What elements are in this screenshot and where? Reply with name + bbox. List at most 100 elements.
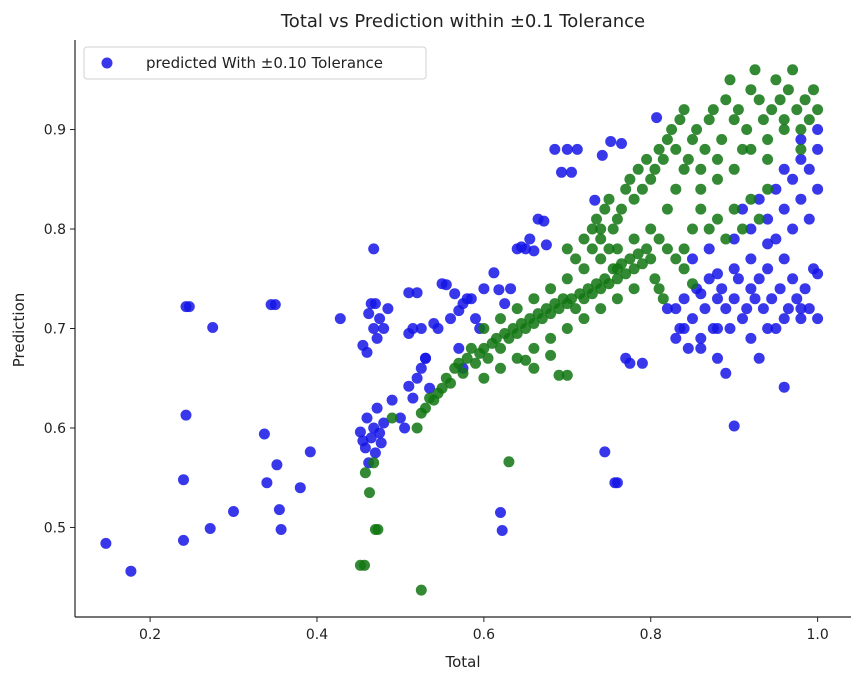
data-point: [795, 193, 807, 205]
data-point: [595, 233, 607, 245]
data-point: [745, 193, 757, 205]
data-point: [695, 288, 707, 300]
data-point: [386, 412, 398, 424]
data-point: [424, 382, 436, 394]
data-point: [712, 293, 723, 305]
data-point: [599, 446, 611, 458]
data-point: [687, 278, 698, 290]
data-point: [632, 163, 644, 175]
data-point: [745, 332, 757, 344]
data-point: [812, 124, 824, 135]
data-point: [368, 457, 380, 469]
data-point: [269, 299, 281, 311]
y-tick-label: 0.8: [44, 222, 66, 238]
data-point: [753, 352, 765, 364]
data-point: [762, 183, 774, 195]
data-point: [787, 223, 799, 235]
data-point: [682, 342, 694, 354]
data-point: [695, 163, 707, 175]
data-point: [687, 134, 698, 145]
chart-title: Total vs Prediction within ±0.1 Toleranc…: [280, 11, 645, 32]
data-point: [728, 233, 740, 245]
data-point: [728, 203, 740, 215]
x-tick-label: 0.2: [139, 627, 161, 643]
data-point: [578, 233, 590, 245]
data-point: [545, 308, 557, 320]
data-point: [687, 313, 698, 325]
data-point: [528, 342, 540, 354]
data-point: [499, 298, 511, 310]
data-point: [493, 284, 505, 296]
data-point: [678, 104, 690, 116]
data-point: [712, 268, 723, 280]
data-point: [670, 332, 682, 344]
data-point: [354, 426, 366, 438]
data-point: [449, 288, 461, 300]
data-point: [678, 163, 690, 175]
data-point: [745, 143, 757, 155]
data-point: [749, 293, 761, 305]
data-point: [732, 273, 744, 285]
data-point: [803, 163, 815, 175]
data-point: [653, 143, 665, 155]
data-point: [624, 357, 636, 369]
data-point: [762, 323, 774, 334]
data-point: [620, 268, 632, 280]
data-point: [375, 437, 387, 449]
data-point: [478, 283, 490, 295]
data-point: [732, 104, 744, 116]
plot-points: [100, 64, 824, 596]
data-point: [651, 112, 663, 124]
data-point: [570, 303, 582, 315]
data-point: [566, 166, 577, 178]
data-point: [478, 372, 490, 384]
x-tick-label: 0.8: [640, 627, 662, 643]
data-point: [591, 213, 602, 225]
data-point: [271, 459, 283, 471]
data-point: [445, 377, 456, 389]
data-point: [275, 524, 287, 535]
data-point: [737, 143, 748, 155]
data-point: [478, 342, 490, 354]
data-point: [359, 467, 371, 479]
data-point: [599, 203, 611, 215]
data-point: [778, 253, 790, 265]
data-point: [436, 382, 448, 394]
data-point: [503, 332, 515, 344]
y-tick-label: 0.7: [44, 322, 66, 338]
data-point: [728, 114, 740, 126]
y-ticks: 0.5 0.6 0.7 0.8 0.9: [44, 123, 75, 536]
data-point: [361, 346, 373, 358]
data-point: [511, 328, 523, 339]
data-point: [399, 422, 411, 434]
data-point: [378, 323, 390, 334]
data-point: [440, 279, 452, 291]
data-point: [691, 124, 703, 135]
x-axis-title: Total: [444, 653, 480, 671]
data-point: [553, 303, 565, 315]
data-point: [511, 303, 523, 315]
data-point: [674, 114, 686, 126]
data-point: [273, 504, 285, 516]
data-point: [641, 153, 653, 165]
data-point: [420, 352, 431, 364]
data-point: [364, 487, 375, 499]
data-point: [478, 323, 490, 334]
data-point: [628, 283, 640, 295]
data-point: [745, 223, 757, 235]
data-point: [411, 422, 423, 434]
data-point: [741, 124, 753, 135]
data-point: [682, 153, 694, 165]
data-point: [561, 143, 573, 155]
data-point: [570, 253, 582, 265]
data-point: [770, 183, 782, 195]
data-point: [724, 74, 736, 86]
data-point: [100, 537, 112, 549]
data-point: [595, 253, 607, 265]
data-point: [753, 273, 765, 285]
data-point: [795, 153, 807, 165]
data-point: [782, 84, 794, 96]
data-point: [465, 293, 477, 305]
data-point: [616, 138, 627, 149]
data-point: [611, 243, 623, 255]
